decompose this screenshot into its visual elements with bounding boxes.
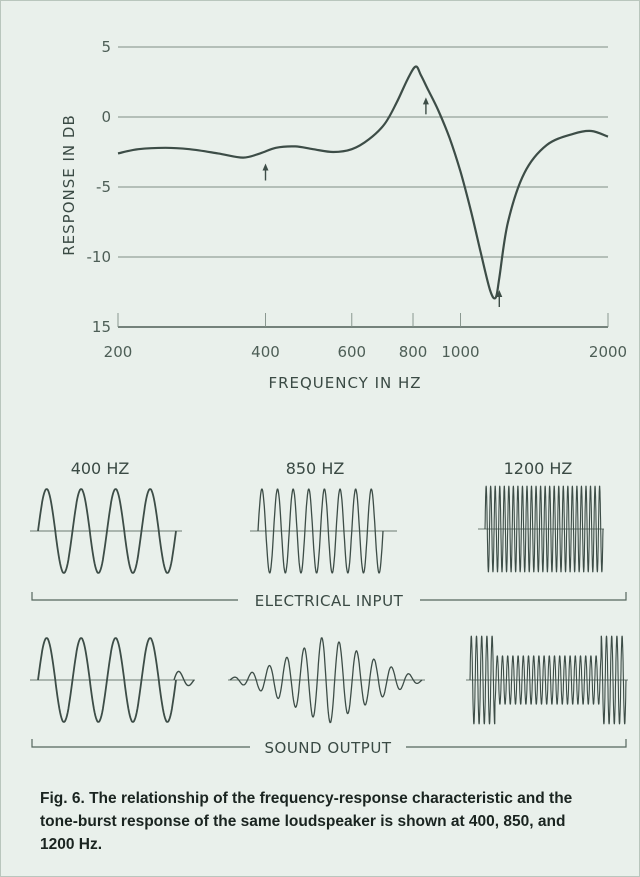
y-tick-label: -5 [96,178,111,196]
x-axis-label: FREQUENCY IN HZ [268,374,421,392]
wave-input-1200 [484,485,604,573]
series-line-response [117,65,609,300]
wave-label-400: 400 HZ [71,459,130,478]
chart-ticks: 5 0 -5 -10 15 200 400 600 800 1000 2000 [87,38,628,361]
wave-output-850 [229,637,423,724]
arrow-marker [496,290,503,307]
x-tick-label: 800 [399,343,428,361]
y-tick-label: 0 [101,108,111,126]
figure-caption: Fig. 6. The relationship of the frequenc… [40,790,573,853]
arrow-marker [262,163,269,181]
wave-output-400-tail [173,670,195,687]
x-tick-label: 400 [251,343,280,361]
tone-burst-waveforms [30,485,628,725]
marker-arrows [262,97,503,307]
x-tick-label: 2000 [589,343,627,361]
wave-label-1200: 1200 HZ [504,459,573,478]
y-tick-label: 15 [92,318,111,336]
y-tick-label: -10 [87,248,112,266]
x-tick-label: 200 [104,343,133,361]
bracket-electrical-input [31,592,627,601]
row-label-sound-output: SOUND OUTPUT [265,739,392,757]
chart-grid [117,46,609,327]
wave-label-850: 850 HZ [286,459,345,478]
wave-output-400 [37,637,177,723]
x-tick-label: 1000 [441,343,479,361]
y-axis-label: RESPONSE IN DB [60,114,78,256]
arrow-marker [422,97,429,115]
wave-input-850 [257,488,384,574]
x-tick-label: 600 [337,343,366,361]
y-tick-label: 5 [101,38,111,56]
row-label-electrical-input: ELECTRICAL INPUT [255,592,404,610]
wave-output-1200 [469,635,627,725]
wave-input-400 [37,488,177,574]
bracket-sound-output [31,739,627,748]
